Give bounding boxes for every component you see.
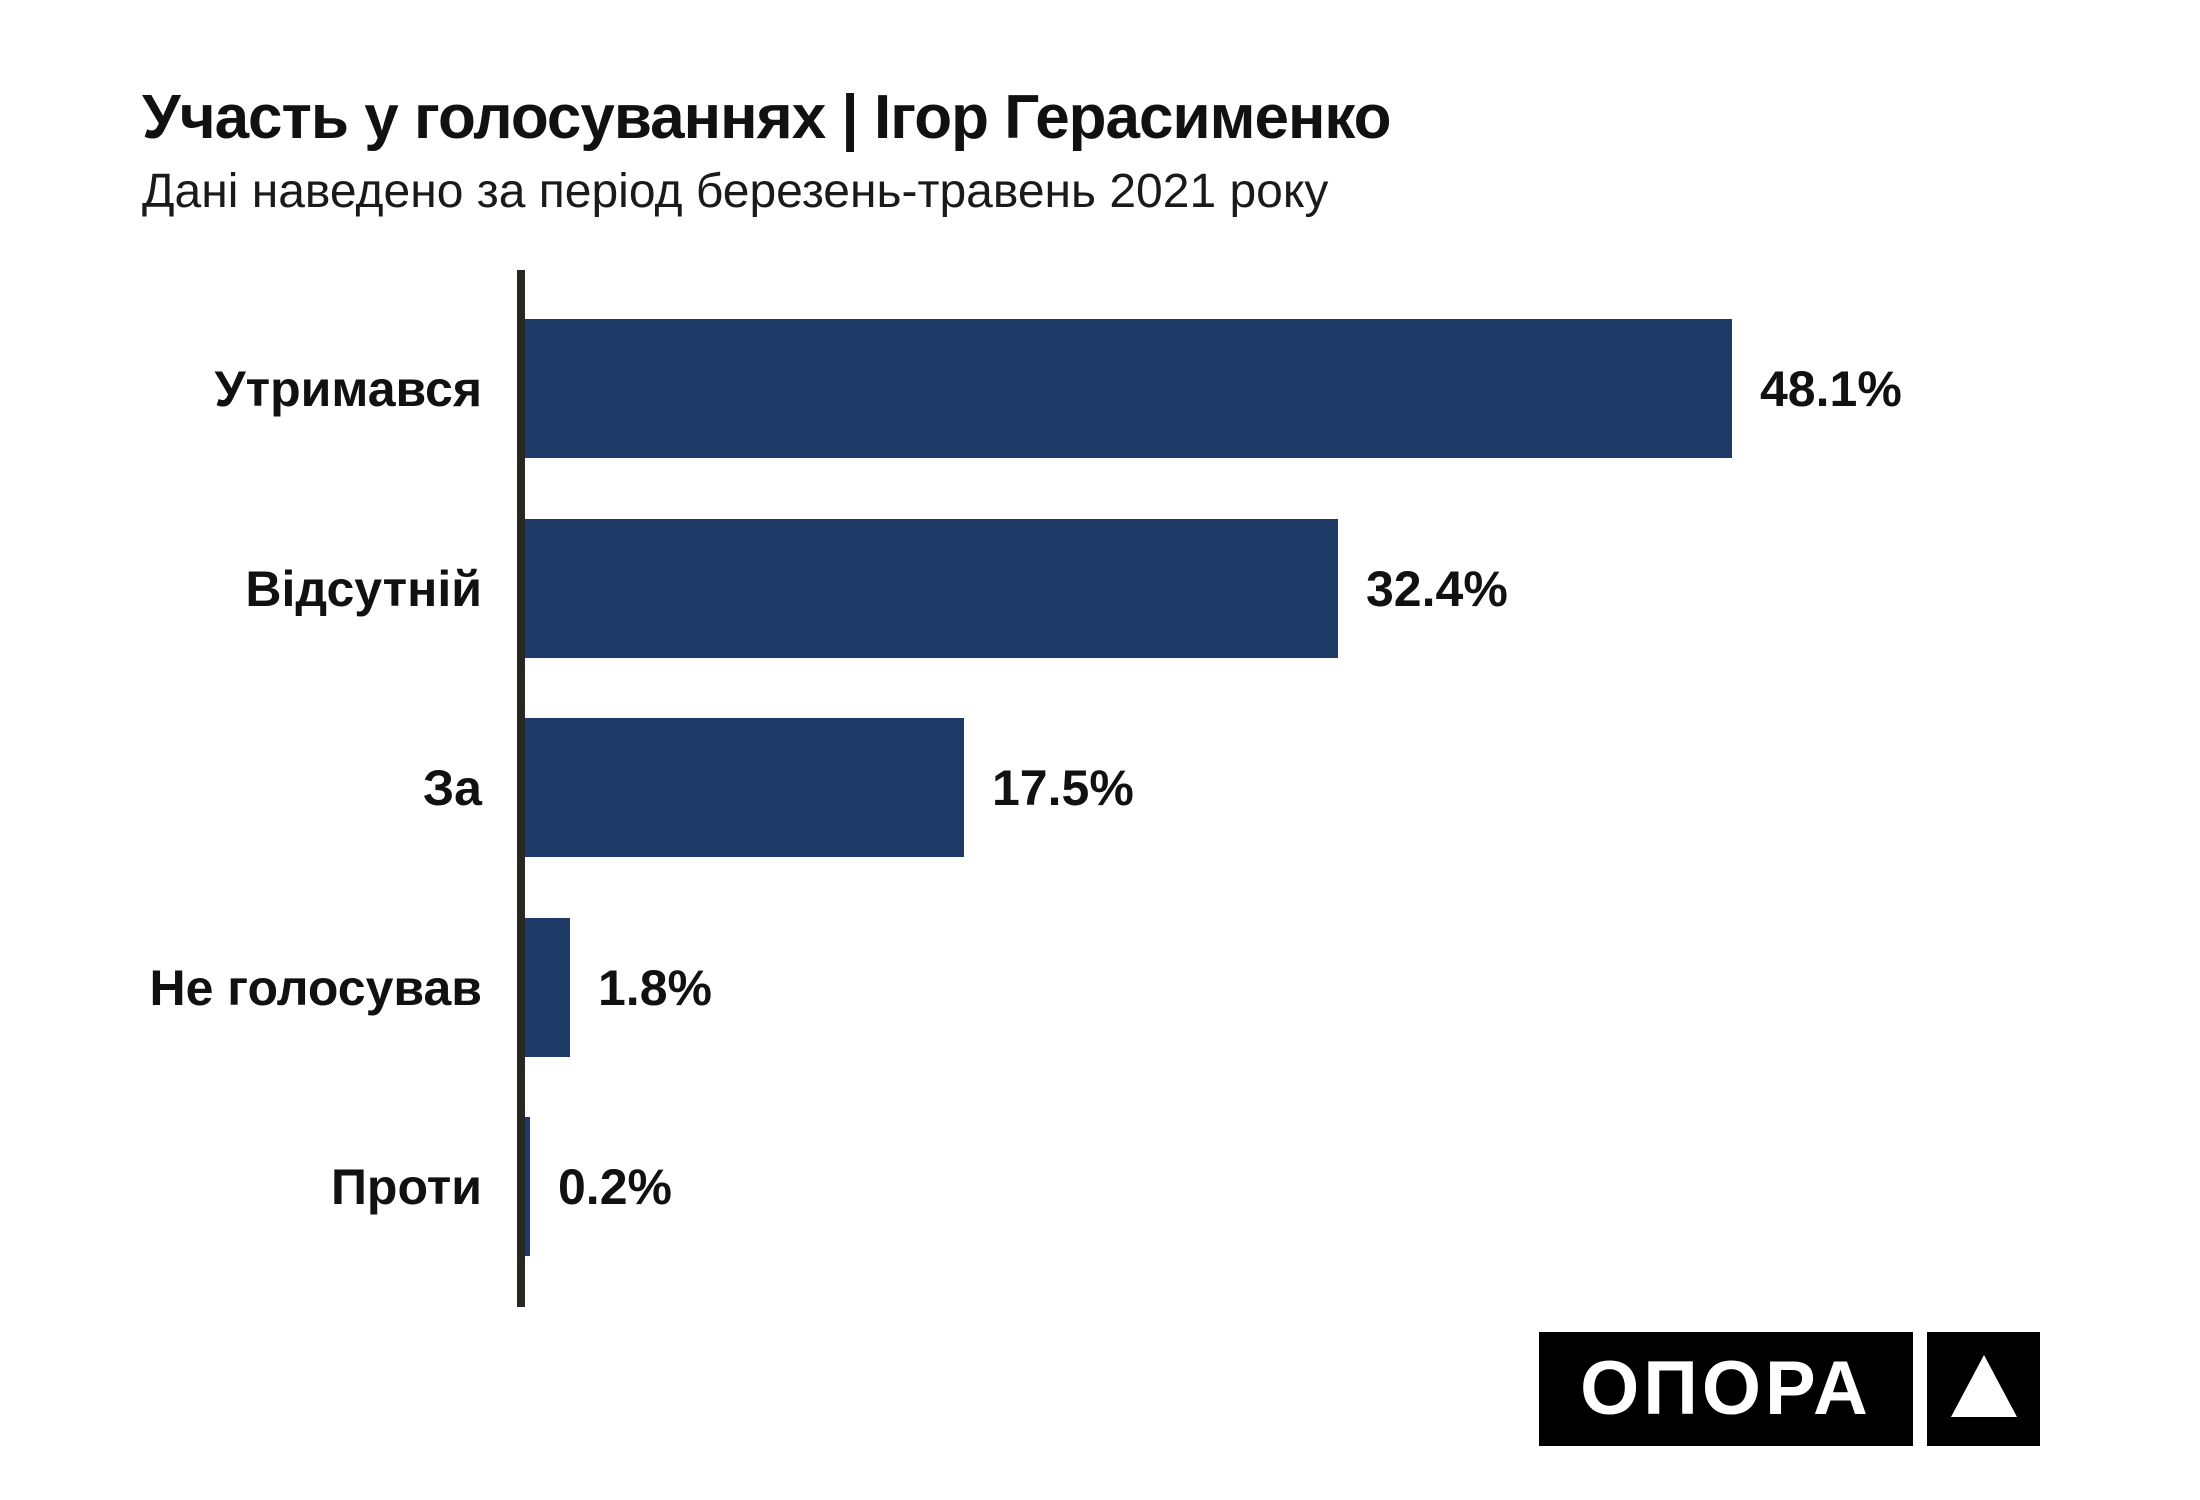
bar <box>525 319 1732 458</box>
category-label: За <box>422 759 482 816</box>
bar-row: Відсутній 32.4% <box>0 519 2200 658</box>
bar <box>525 519 1338 658</box>
category-label: Утримався <box>214 360 482 417</box>
bar <box>525 918 570 1057</box>
bar-row: Проти 0.2% <box>0 1117 2200 1256</box>
bar <box>525 1117 530 1256</box>
y-axis-line <box>517 270 525 1307</box>
category-label: Не голосував <box>149 959 483 1016</box>
value-label: 1.8% <box>598 959 712 1016</box>
logo-text: ОПОРА <box>1580 1346 1872 1431</box>
opora-logo: ОПОРА <box>1539 1332 2040 1446</box>
category-label: Проти <box>330 1158 482 1215</box>
bar-row: Утримався 48.1% <box>0 319 2200 458</box>
bar <box>525 718 964 857</box>
category-label: Відсутній <box>245 560 482 617</box>
value-label: 48.1% <box>1760 360 1902 417</box>
value-label: 17.5% <box>992 759 1134 816</box>
value-label: 0.2% <box>558 1158 672 1215</box>
logo-wordmark-box: ОПОРА <box>1539 1332 1913 1446</box>
triangle-icon <box>1950 1355 2017 1417</box>
page-subtitle: Дані наведено за період березень-травень… <box>142 165 1329 218</box>
bar-row: Не голосував 1.8% <box>0 918 2200 1057</box>
bar-row: За 17.5% <box>0 718 2200 857</box>
logo-symbol-box <box>1927 1332 2040 1446</box>
page-title: Участь у голосуваннях | Ігор Герасименко <box>142 83 1391 152</box>
value-label: 32.4% <box>1366 560 1508 617</box>
